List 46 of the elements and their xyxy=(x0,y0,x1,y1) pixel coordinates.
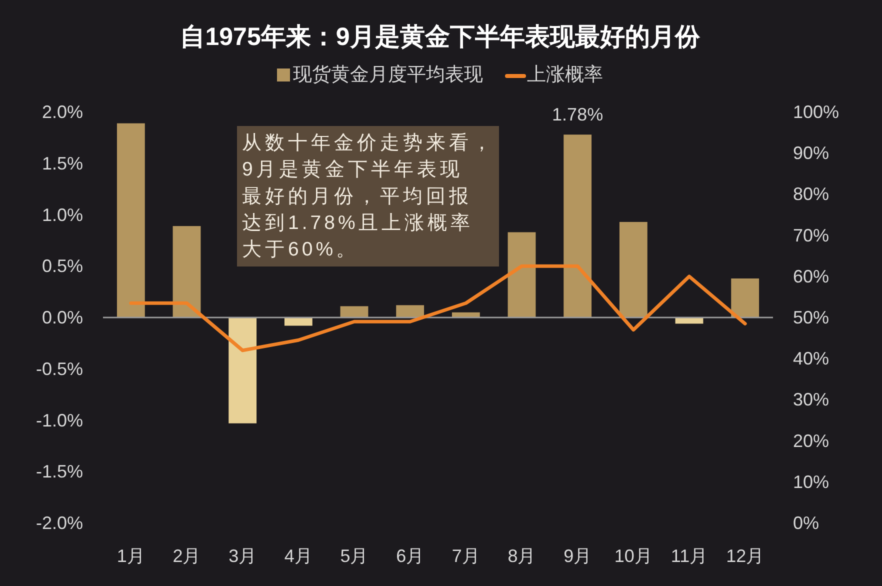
x-tick-label: 12月 xyxy=(726,546,764,566)
y-tick-label: -2.0% xyxy=(36,513,83,533)
legend-label: 现货黄金月度平均表现 xyxy=(293,64,483,86)
y2-tick-label: 30% xyxy=(793,390,830,410)
x-tick-label: 8月 xyxy=(508,546,536,566)
x-tick-label: 6月 xyxy=(396,546,424,566)
y2-tick-label: 90% xyxy=(793,143,830,164)
y-tick-label: 0.5% xyxy=(42,256,83,276)
bar xyxy=(564,134,592,318)
x-tick-label: 9月 xyxy=(564,546,592,566)
y2-tick-label: 100% xyxy=(793,102,840,122)
y2-tick-label: 70% xyxy=(793,225,830,246)
chart-title: 自1975年来：9月是黄金下半年表现最好的月份 xyxy=(180,23,701,51)
y2-tick-label: 20% xyxy=(793,430,830,451)
legend-label: 上涨概率 xyxy=(527,64,603,86)
x-tick-label: 5月 xyxy=(340,546,368,566)
y2-tick-label: 80% xyxy=(793,184,830,204)
bar xyxy=(731,278,760,318)
x-tick-label: 7月 xyxy=(452,546,480,566)
y-tick-label: 2.0% xyxy=(42,102,83,122)
y-tick-label: 1.5% xyxy=(42,153,83,174)
y-tick-label: -1.0% xyxy=(36,410,83,430)
x-tick-label: 2月 xyxy=(172,546,201,566)
x-tick-label: 11月 xyxy=(670,546,708,566)
bar xyxy=(172,226,201,318)
y-tick-label: 1.0% xyxy=(42,204,83,225)
bar xyxy=(619,222,648,318)
x-tick-label: 1月 xyxy=(116,546,145,566)
y-tick-label: -1.5% xyxy=(36,462,83,482)
y2-tick-label: 50% xyxy=(793,308,830,328)
y2-tick-label: 60% xyxy=(793,266,830,286)
bar xyxy=(508,232,536,318)
annotation: 从数十年金价走势来看，9月是黄金下半年表现最好的月份，平均回报达到1.78%且上涨概率大于60%。 xyxy=(237,126,499,266)
bar xyxy=(116,123,145,318)
data-label: 1.78% xyxy=(552,104,604,125)
x-tick-label: 3月 xyxy=(228,546,257,566)
y-tick-label: 0.0% xyxy=(42,308,83,328)
y2-tick-label: 0% xyxy=(793,513,820,533)
y2-tick-label: 10% xyxy=(793,472,830,492)
bar xyxy=(340,306,368,318)
x-tick-label: 10月 xyxy=(614,546,652,566)
x-tick-label: 4月 xyxy=(284,546,312,566)
y2-tick-label: 40% xyxy=(793,348,830,369)
bar xyxy=(228,318,257,424)
y-tick-label: -0.5% xyxy=(36,358,83,379)
bar xyxy=(396,305,424,318)
